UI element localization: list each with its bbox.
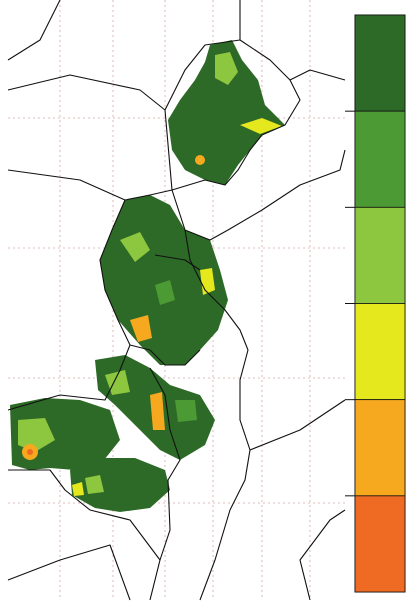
colorbar-block <box>354 14 406 112</box>
colorbar-block <box>354 399 406 497</box>
vegetation <box>10 40 285 512</box>
colorbar-block <box>354 303 406 401</box>
country-borders <box>7 0 346 601</box>
colorbar-block <box>354 206 406 304</box>
colorbar-block <box>354 110 406 208</box>
colorbar-block <box>354 495 406 593</box>
colorbar <box>345 14 406 593</box>
